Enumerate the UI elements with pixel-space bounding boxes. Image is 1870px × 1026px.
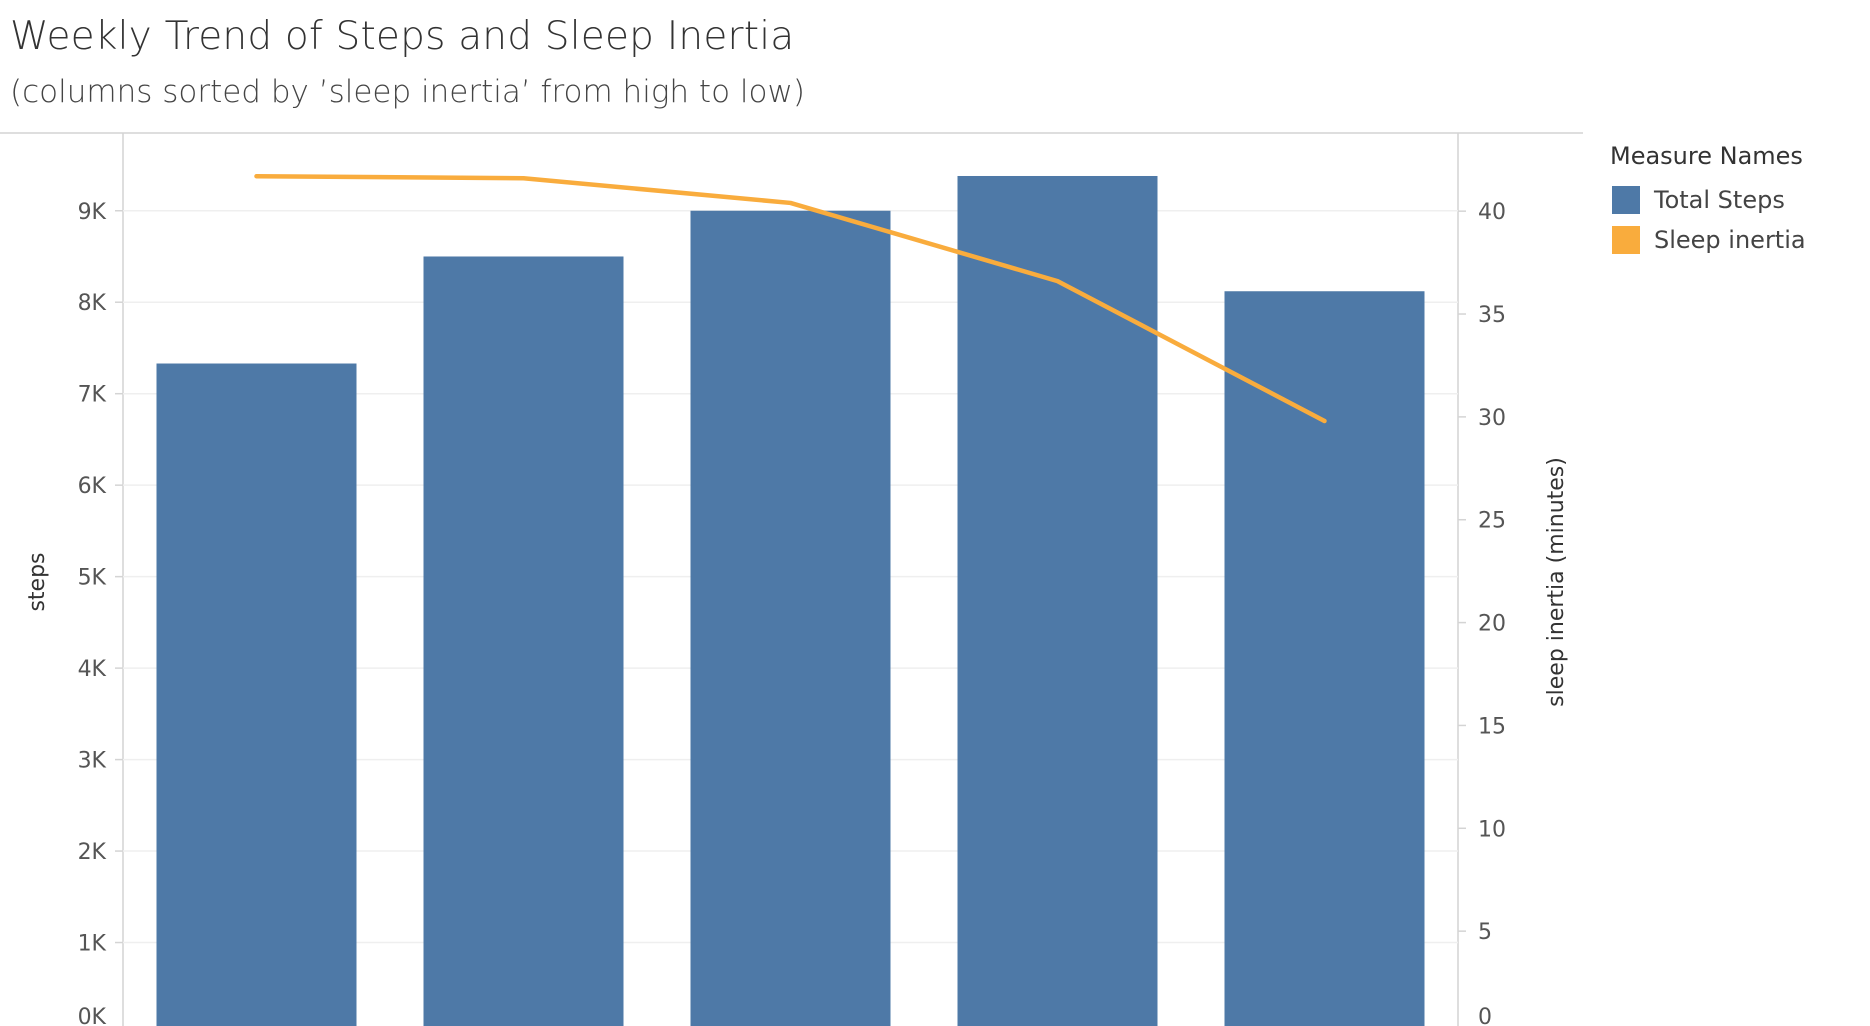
bar — [1224, 291, 1425, 1026]
y-tick-label: 2K — [78, 840, 107, 865]
y-tick-label: 8K — [78, 291, 107, 316]
y-tick-label: 5K — [78, 566, 107, 591]
line-point — [254, 174, 259, 179]
legend-item-total-steps[interactable]: Total Steps — [1610, 180, 1806, 220]
bar — [690, 210, 891, 1026]
y2-tick-label: 35 — [1478, 303, 1506, 328]
y-tick-label: 3K — [78, 749, 107, 774]
legend-swatch-total-steps — [1612, 186, 1640, 214]
y2-tick-label: 25 — [1478, 509, 1506, 534]
y2-tick-label: 0 — [1478, 1005, 1492, 1026]
bar — [957, 175, 1158, 1026]
y-tick-label: 6K — [78, 474, 107, 499]
chart-subtitle: (columns sorted by ’sleep inertia’ from … — [10, 74, 805, 110]
y-tick-label: 0K — [78, 1005, 107, 1026]
y2-tick-label: 10 — [1478, 817, 1506, 842]
chart-title: Weekly Trend of Steps and Sleep Inertia — [10, 14, 795, 59]
y2-tick-label: 30 — [1478, 406, 1506, 431]
y2-tick-label: 15 — [1478, 714, 1506, 739]
y-tick-label: 1K — [78, 932, 107, 957]
legend-label-total-steps: Total Steps — [1654, 186, 1785, 214]
line-point — [1055, 279, 1060, 284]
y-tick-label: 4K — [78, 657, 107, 682]
line-point — [521, 176, 526, 181]
y-tick-label: 9K — [78, 200, 107, 225]
line-point — [1322, 418, 1327, 423]
legend-item-sleep-inertia[interactable]: Sleep inertia — [1610, 220, 1806, 260]
y2-axis-title: sleep inertia (minutes) — [1544, 457, 1569, 707]
legend-swatch-sleep-inertia — [1612, 226, 1640, 254]
line-point — [788, 200, 793, 205]
y2-tick-label: 5 — [1478, 920, 1492, 945]
y-axis-title: steps — [25, 552, 50, 611]
y2-tick-label: 20 — [1478, 612, 1506, 637]
y-tick-label: 7K — [78, 383, 107, 408]
legend-label-sleep-inertia: Sleep inertia — [1654, 226, 1806, 254]
legend: Measure Names Total Steps Sleep inertia — [1610, 142, 1806, 260]
y2-tick-label: 40 — [1478, 200, 1506, 225]
legend-title: Measure Names — [1610, 142, 1803, 170]
bar — [156, 363, 357, 1026]
bar — [423, 256, 624, 1026]
